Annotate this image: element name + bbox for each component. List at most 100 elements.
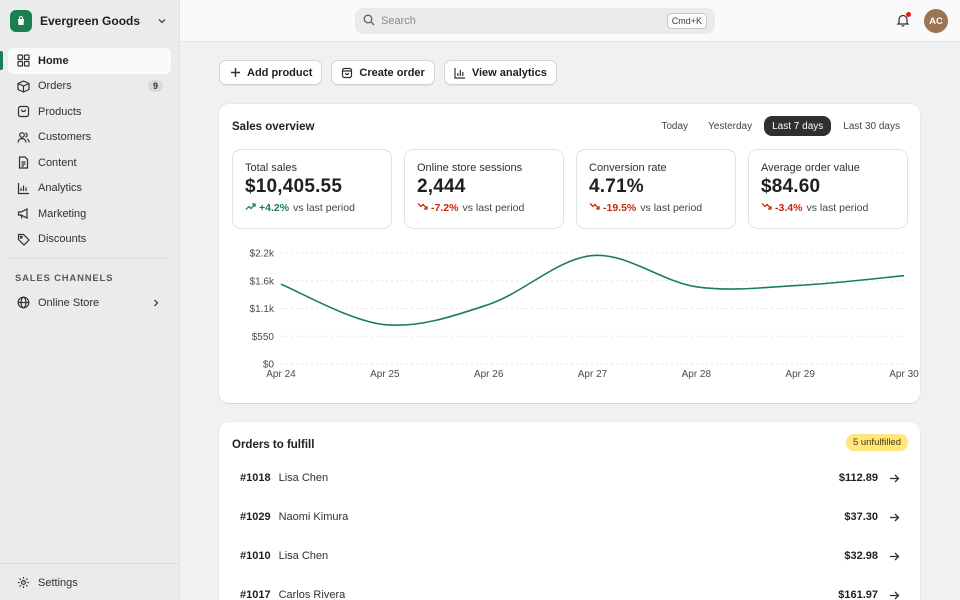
chevron-down-icon xyxy=(155,14,169,28)
order-row[interactable]: #1018 Lisa Chen $112.89 xyxy=(240,468,900,488)
orders-to-fulfill-title: Orders to fulfill xyxy=(232,439,315,451)
y-tick-label: $550 xyxy=(252,332,275,343)
sidebar-item-label: Discounts xyxy=(38,233,87,246)
metric-change: -3.4% vs last period xyxy=(761,202,895,214)
sidebar-item-orders[interactable]: Orders 9 xyxy=(8,74,171,100)
globe-icon xyxy=(16,296,30,310)
customer-name: Naomi Kimura xyxy=(278,511,349,523)
orders-to-fulfill-card: Orders to fulfill 5 unfulfilled #1018 Li… xyxy=(219,422,920,600)
arrow-right-icon xyxy=(888,472,900,484)
x-tick-label: Apr 28 xyxy=(682,369,712,380)
metric-total-sales[interactable]: Total sales $10,405.55 +4.2% vs last per… xyxy=(232,149,392,229)
unfulfilled-badge: 5 unfulfilled xyxy=(845,434,908,451)
y-tick-label: $2.2k xyxy=(250,249,275,260)
change-suffix: vs last period xyxy=(640,202,703,214)
create-order-button[interactable]: Create order xyxy=(331,60,435,85)
store-switcher[interactable]: Evergreen Goods xyxy=(0,0,179,42)
content-icon xyxy=(16,156,30,170)
change-suffix: vs last period xyxy=(462,202,525,214)
sidebar: Evergreen Goods Home Orders 9 Products C… xyxy=(0,0,180,600)
sidebar-item-settings[interactable]: Settings xyxy=(8,570,171,596)
metric-label: Online store sessions xyxy=(417,162,523,174)
order-row[interactable]: #1017 Carlos Rivera $161.97 xyxy=(240,585,900,600)
search-shortcut-hint: Cmd+K xyxy=(666,13,707,29)
order-id: #1010 xyxy=(240,550,271,562)
sidebar-item-label: Online Store xyxy=(38,296,100,309)
plus-icon xyxy=(229,67,241,79)
order-amount: $161.97 xyxy=(838,589,878,600)
products-icon xyxy=(16,105,30,119)
sales-channels-heading: SALES CHANNELS xyxy=(15,273,114,284)
arrow-right-icon xyxy=(888,550,900,562)
sidebar-item-label: Orders xyxy=(38,80,72,93)
metric-value: $84.60 xyxy=(761,176,821,197)
store-name: Evergreen Goods xyxy=(40,14,141,28)
trend-down-icon xyxy=(761,202,772,214)
range-last-30-days[interactable]: Last 30 days xyxy=(843,120,900,132)
sidebar-divider xyxy=(8,258,171,259)
sidebar-item-label: Products xyxy=(38,105,82,118)
x-tick-label: Apr 27 xyxy=(578,369,608,380)
notification-dot xyxy=(906,12,911,17)
sidebar-item-discounts[interactable]: Discounts xyxy=(8,227,171,253)
range-today[interactable]: Today xyxy=(661,120,689,132)
change-value: -7.2% xyxy=(431,202,459,214)
customer-name: Carlos Rivera xyxy=(278,589,346,600)
x-tick-label: Apr 26 xyxy=(474,369,504,380)
metric-value: 4.71% xyxy=(589,176,644,197)
store-logo-icon xyxy=(10,10,32,32)
x-tick-label: Apr 29 xyxy=(785,369,815,380)
sidebar-item-label: Customers xyxy=(38,131,92,144)
change-value: +4.2% xyxy=(259,202,290,214)
sidebar-item-online-store[interactable]: Online Store xyxy=(8,290,171,316)
view-analytics-button[interactable]: View analytics xyxy=(443,60,557,85)
x-tick-label: Apr 25 xyxy=(370,369,400,380)
arrow-right-icon xyxy=(888,589,900,600)
search-icon xyxy=(363,14,375,29)
sidebar-item-home[interactable]: Home xyxy=(0,48,171,74)
order-row[interactable]: #1010 Lisa Chen $32.98 xyxy=(240,546,900,566)
change-suffix: vs last period xyxy=(293,202,355,214)
metric-average-order-value[interactable]: Average order value $84.60 -3.4% vs last… xyxy=(748,149,908,229)
home-icon xyxy=(16,54,30,68)
arrow-right-icon xyxy=(888,511,900,523)
sidebar-item-analytics[interactable]: Analytics xyxy=(8,176,171,202)
analytics-icon xyxy=(16,181,30,195)
metric-online-store-sessions[interactable]: Online store sessions 2,444 -7.2% vs las… xyxy=(404,149,564,229)
avatar[interactable]: AC xyxy=(924,9,948,33)
create-order-label: Create order xyxy=(359,66,425,79)
change-suffix: vs last period xyxy=(806,202,869,214)
search-input[interactable] xyxy=(381,15,667,27)
search-bar[interactable]: Cmd+K xyxy=(355,8,715,34)
sidebar-item-label: Home xyxy=(38,54,69,67)
sidebar-nav: Home Orders 9 Products Customers Content… xyxy=(0,48,179,252)
sidebar-footer: Settings xyxy=(0,563,179,600)
add-product-label: Add product xyxy=(247,66,313,79)
orders-count-badge: 9 xyxy=(147,80,163,93)
sidebar-item-label: Content xyxy=(38,156,77,169)
order-amount: $37.30 xyxy=(844,511,878,523)
sales-overview-title: Sales overview xyxy=(232,121,315,133)
sidebar-item-products[interactable]: Products xyxy=(8,99,171,125)
x-tick-label: Apr 30 xyxy=(889,369,919,380)
customers-icon xyxy=(16,130,30,144)
sidebar-item-label: Analytics xyxy=(38,182,83,195)
order-row[interactable]: #1029 Naomi Kimura $37.30 xyxy=(240,507,900,527)
sidebar-item-marketing[interactable]: Marketing xyxy=(8,201,171,227)
trend-down-icon xyxy=(589,202,600,214)
add-product-button[interactable]: Add product xyxy=(219,60,323,85)
notifications-button[interactable] xyxy=(894,12,912,30)
metric-conversion-rate[interactable]: Conversion rate 4.71% -19.5% vs last per… xyxy=(576,149,736,229)
customer-name: Lisa Chen xyxy=(278,550,329,562)
marketing-icon xyxy=(16,207,30,221)
range-yesterday[interactable]: Yesterday xyxy=(708,120,753,132)
metric-label: Total sales xyxy=(245,162,297,174)
y-tick-label: $1.6k xyxy=(250,276,275,287)
metric-value: $10,405.55 xyxy=(245,176,343,197)
sidebar-item-customers[interactable]: Customers xyxy=(8,125,171,151)
range-last-7-days[interactable]: Last 7 days xyxy=(764,116,832,136)
trend-down-icon xyxy=(417,202,428,214)
sidebar-item-content[interactable]: Content xyxy=(8,150,171,176)
sidebar-item-label: Settings xyxy=(38,576,78,589)
gear-icon xyxy=(16,576,30,590)
